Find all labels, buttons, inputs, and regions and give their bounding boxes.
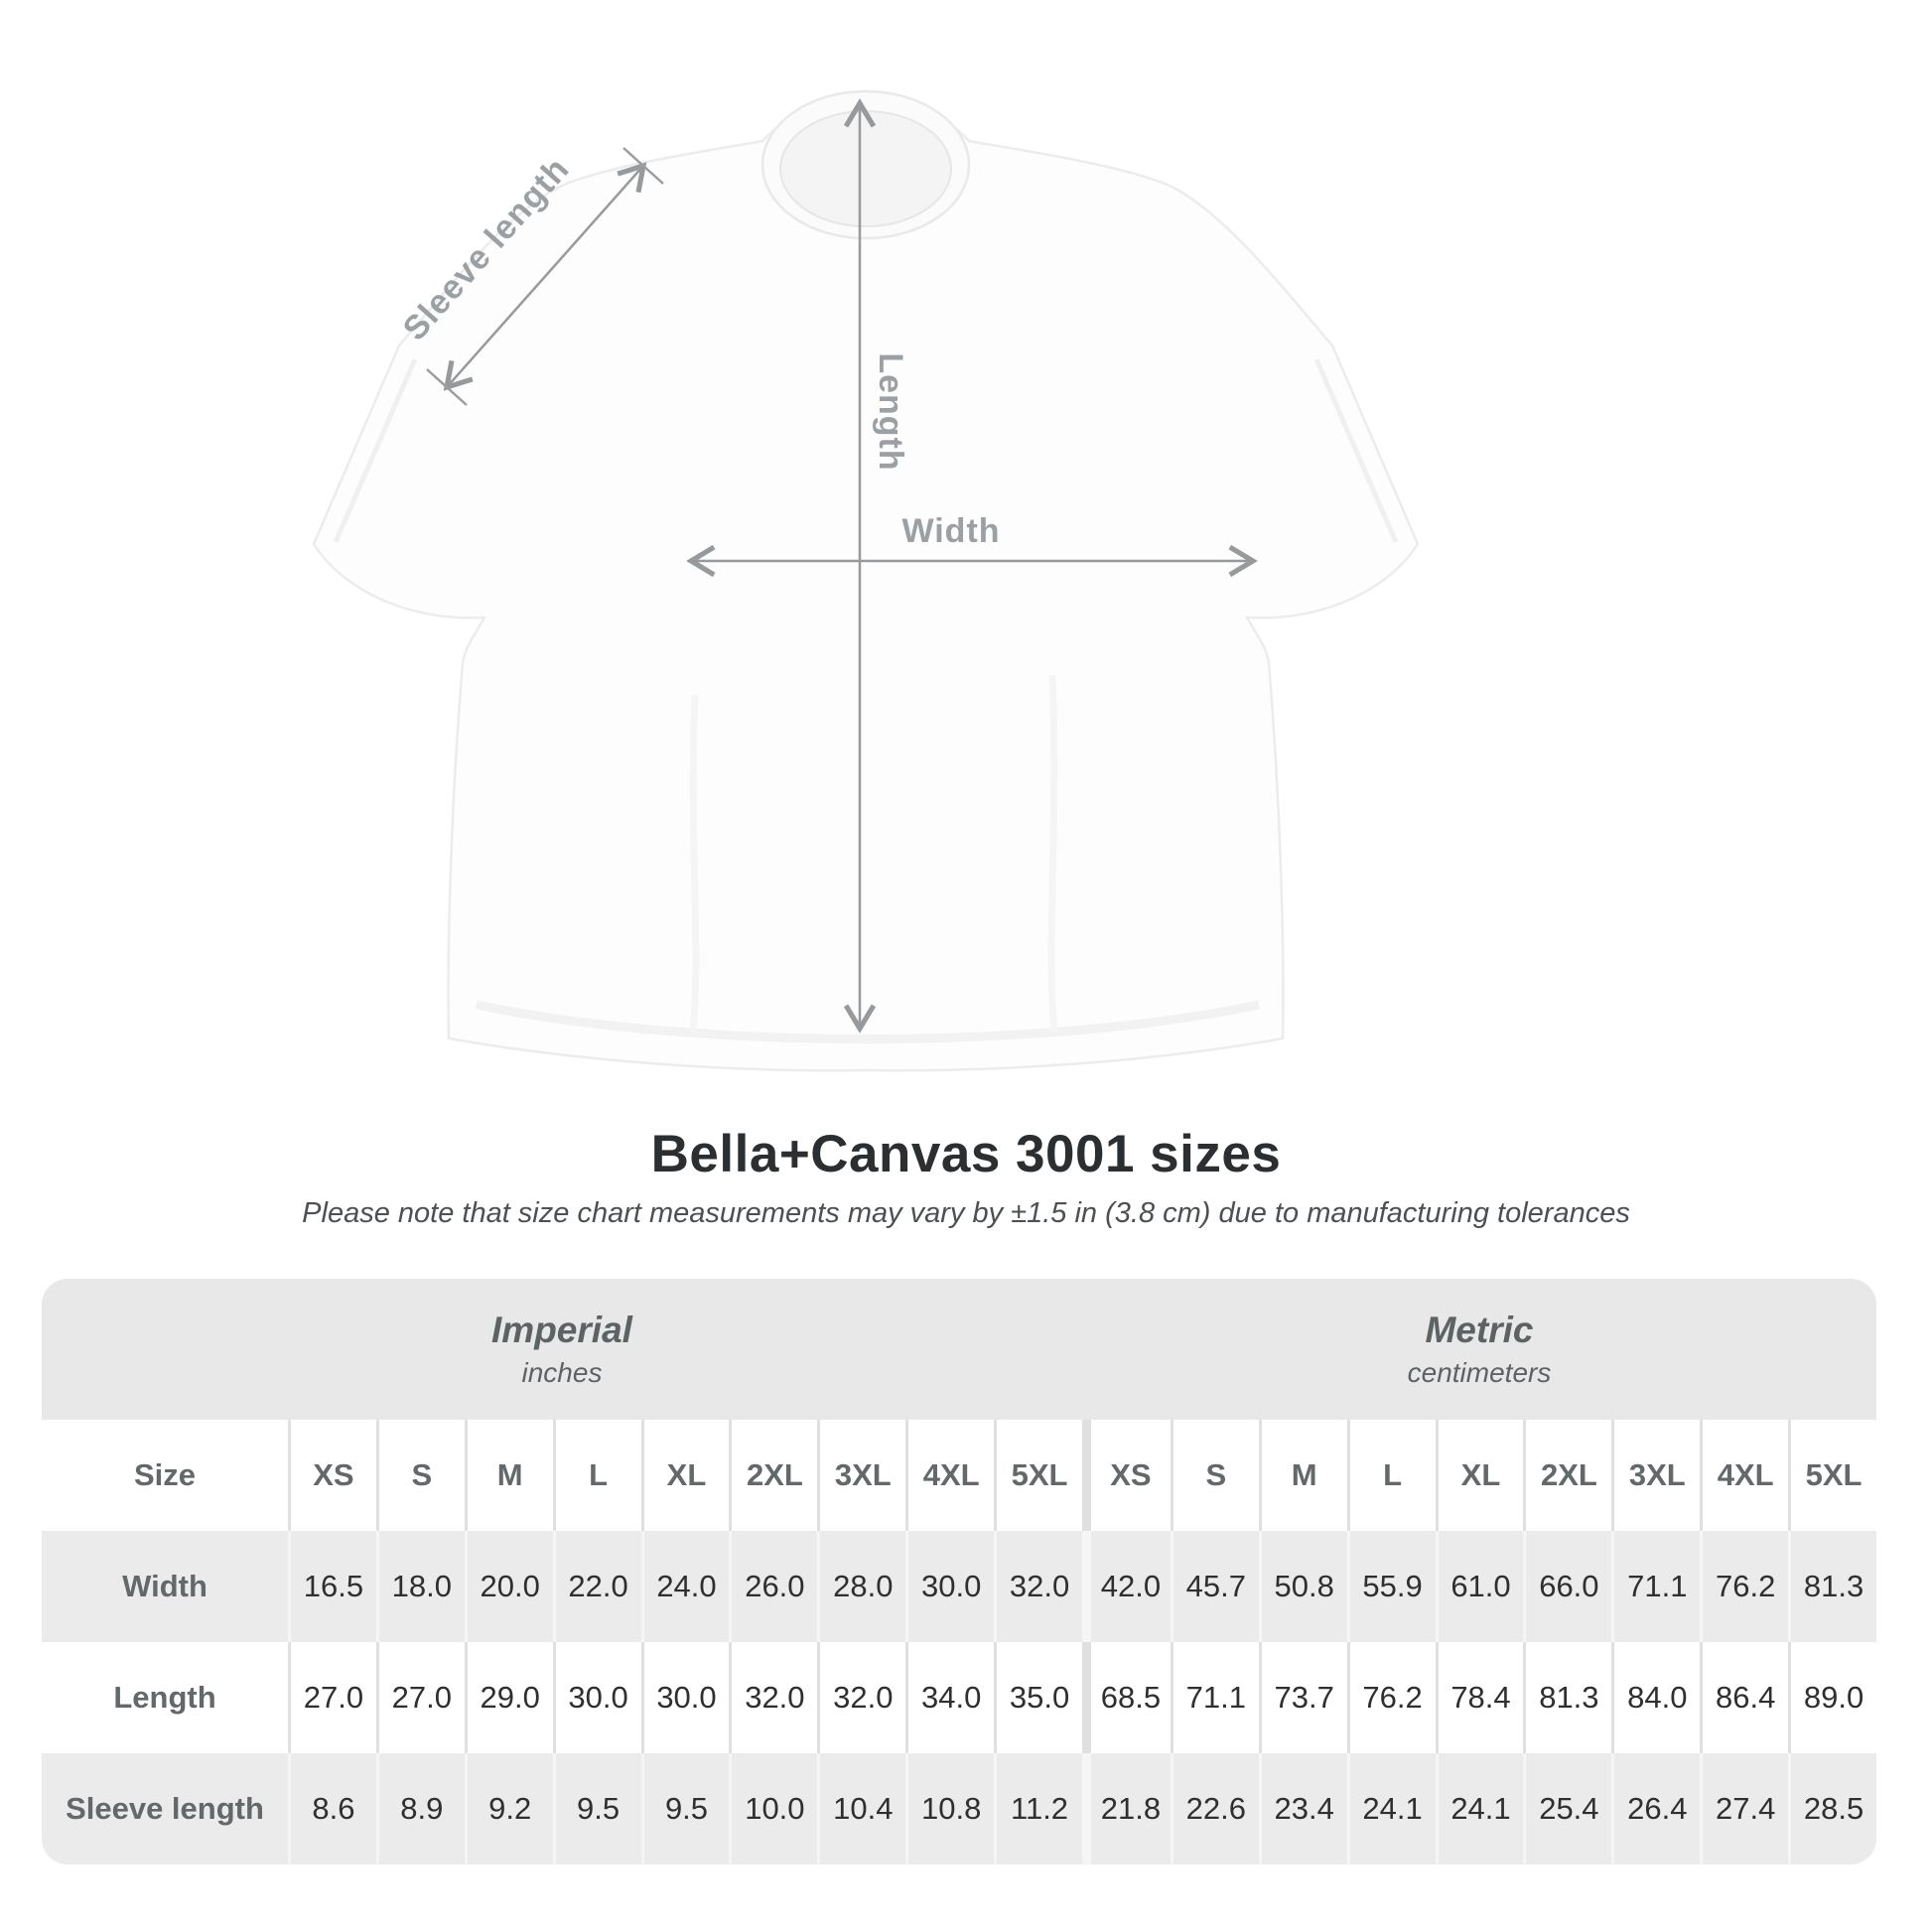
value-cell: 30.0 [552, 1642, 641, 1753]
size-table-grid: Imperial inches Metric centimeters Size X… [42, 1279, 1876, 1864]
value-cell: 18.0 [375, 1531, 465, 1642]
value-cell: 86.4 [1700, 1642, 1789, 1753]
size-header-cell: XS [288, 1420, 376, 1531]
length-label: Length [872, 352, 909, 471]
value-cell: 35.0 [994, 1642, 1082, 1753]
value-cell: 25.4 [1523, 1753, 1612, 1864]
value-cell: 10.0 [729, 1753, 818, 1864]
value-cell: 55.9 [1346, 1531, 1436, 1642]
value-cell: 71.1 [1170, 1642, 1259, 1753]
size-header-cell: 3XL [1611, 1420, 1701, 1531]
size-header-cell: M [1258, 1420, 1347, 1531]
value-cell: 9.2 [464, 1753, 553, 1864]
value-cell: 23.4 [1258, 1753, 1347, 1864]
value-cell: 32.0 [817, 1642, 906, 1753]
value-cell: 27.0 [375, 1642, 465, 1753]
value-cell: 22.6 [1170, 1753, 1259, 1864]
tshirt-left-cuff-seam [333, 358, 418, 543]
size-header-cell: L [552, 1420, 641, 1531]
imperial-label: Imperial [491, 1310, 632, 1350]
value-cell: 66.0 [1523, 1531, 1612, 1642]
tshirt-wrinkle [689, 694, 700, 1034]
value-cell: 27.0 [288, 1642, 376, 1753]
value-cell: 28.0 [817, 1531, 906, 1642]
page-title: Bella+Canvas 3001 sizes [650, 1125, 1282, 1183]
size-header-cell: S [1170, 1420, 1259, 1531]
metric-label: Metric [1425, 1310, 1534, 1350]
value-cell: 21.8 [1081, 1753, 1171, 1864]
size-header-cell: 5XL [1788, 1420, 1876, 1531]
imperial-unit-label: inches [521, 1357, 603, 1388]
sleeve-length-tick [426, 368, 468, 406]
value-cell: 71.1 [1611, 1531, 1701, 1642]
row-label: Width [42, 1531, 288, 1642]
tshirt-right-cuff-seam [1313, 358, 1399, 543]
value-cell: 24.0 [640, 1531, 730, 1642]
value-cell: 81.3 [1523, 1642, 1612, 1753]
size-header-cell: L [1346, 1420, 1436, 1531]
value-cell: 9.5 [640, 1753, 730, 1864]
value-cell: 45.7 [1170, 1531, 1259, 1642]
value-cell: 32.0 [994, 1531, 1082, 1642]
value-cell: 30.0 [640, 1642, 730, 1753]
size-header-cell: XL [640, 1420, 730, 1531]
value-cell: 24.1 [1346, 1753, 1436, 1864]
value-cell: 81.3 [1788, 1531, 1876, 1642]
size-header-cell: 3XL [817, 1420, 906, 1531]
value-cell: 8.6 [288, 1753, 376, 1864]
value-cell: 76.2 [1346, 1642, 1436, 1753]
value-cell: 24.1 [1435, 1753, 1524, 1864]
value-cell: 30.0 [905, 1531, 995, 1642]
value-cell: 26.4 [1611, 1753, 1701, 1864]
imperial-section-header: Imperial inches [42, 1279, 1082, 1420]
value-cell: 8.9 [375, 1753, 465, 1864]
size-header-cell: XS [1081, 1420, 1171, 1531]
size-header-cell: 5XL [994, 1420, 1082, 1531]
tshirt-measurement-diagram: Sleeve length Length Width [312, 89, 1420, 1072]
tshirt-hem-shadow [476, 1000, 1260, 1043]
value-cell: 78.4 [1435, 1642, 1524, 1753]
width-label: Width [901, 512, 1000, 550]
value-cell: 73.7 [1258, 1642, 1347, 1753]
tshirt-collar-inner [779, 110, 952, 227]
size-header-cell: 4XL [1700, 1420, 1789, 1531]
value-cell: 34.0 [905, 1642, 995, 1753]
row-label: Length [42, 1642, 288, 1753]
page-subtitle: Please note that size chart measurements… [302, 1197, 1630, 1229]
value-cell: 22.0 [552, 1531, 641, 1642]
sleeve-length-arrow [447, 166, 643, 387]
value-cell: 50.8 [1258, 1531, 1347, 1642]
value-cell: 10.8 [905, 1753, 995, 1864]
value-cell: 16.5 [288, 1531, 376, 1642]
size-header-cell: 4XL [905, 1420, 995, 1531]
size-header-cell: 2XL [1523, 1420, 1612, 1531]
value-cell: 28.5 [1788, 1753, 1876, 1864]
metric-unit-label: centimeters [1407, 1357, 1552, 1388]
value-cell: 10.4 [817, 1753, 906, 1864]
value-cell: 89.0 [1788, 1642, 1876, 1753]
tshirt-wrinkle [1047, 674, 1058, 1034]
value-cell: 26.0 [729, 1531, 818, 1642]
size-header-cell: 2XL [729, 1420, 818, 1531]
size-header-cell: XL [1435, 1420, 1524, 1531]
size-header-cell: M [464, 1420, 553, 1531]
value-cell: 84.0 [1611, 1642, 1701, 1753]
value-cell: 9.5 [552, 1753, 641, 1864]
value-cell: 42.0 [1081, 1531, 1171, 1642]
value-cell: 32.0 [729, 1642, 818, 1753]
value-cell: 76.2 [1700, 1531, 1789, 1642]
value-cell: 27.4 [1700, 1753, 1789, 1864]
metric-section-header: Metric centimeters [1081, 1279, 1876, 1420]
size-header-cell: S [375, 1420, 465, 1531]
sleeve-length-tick [622, 147, 664, 185]
value-cell: 11.2 [994, 1753, 1082, 1864]
value-cell: 20.0 [464, 1531, 553, 1642]
value-cell: 61.0 [1435, 1531, 1524, 1642]
size-column-header: Size [42, 1420, 288, 1531]
value-cell: 68.5 [1081, 1642, 1171, 1753]
value-cell: 29.0 [464, 1642, 553, 1753]
row-label: Sleeve length [42, 1753, 288, 1864]
